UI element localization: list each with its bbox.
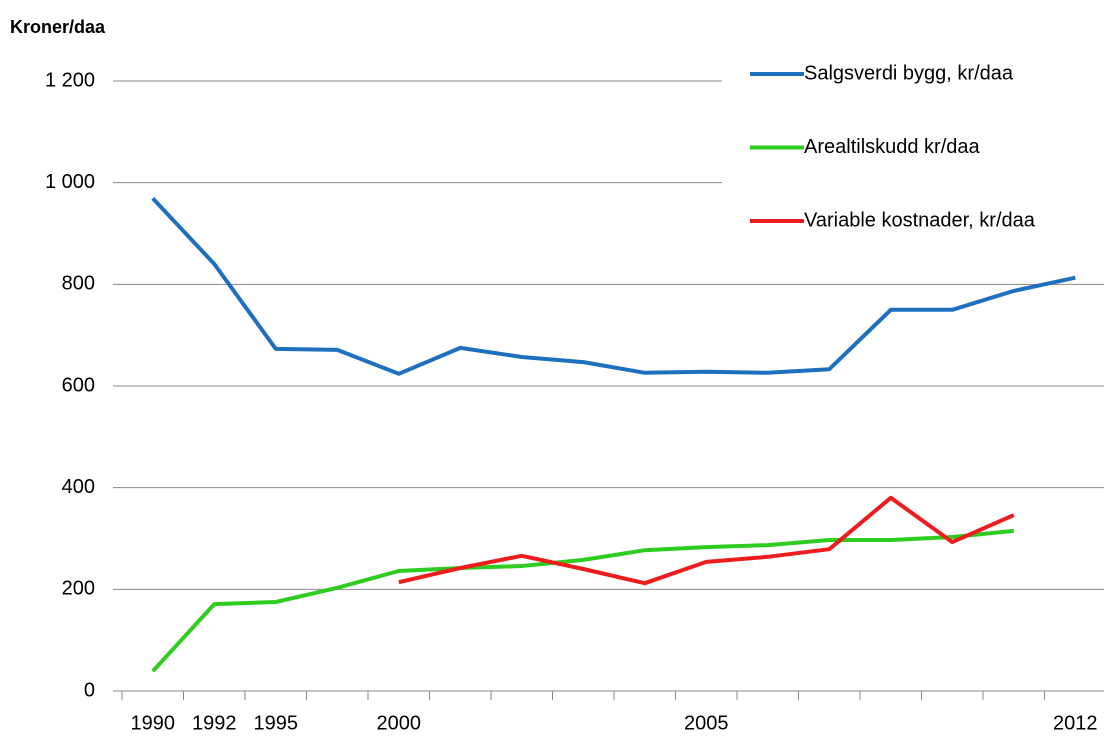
legend-label: Arealtilskudd kr/daa	[804, 136, 981, 158]
y-tick-label: 200	[62, 578, 95, 600]
x-tick-label: 2000	[377, 712, 422, 734]
y-tick-label: 1 000	[45, 171, 95, 193]
y-axis-label: Kroner/daa	[10, 17, 106, 37]
y-tick-label: 0	[84, 679, 95, 701]
x-tick-label: 1995	[254, 712, 299, 734]
legend-label: Salgsverdi bygg, kr/daa	[804, 62, 1014, 84]
y-tick-label: 600	[62, 374, 95, 396]
y-tick-label: 1 200	[45, 69, 95, 91]
series-line	[151, 528, 1014, 673]
legend-label: Variable kostnader, kr/daa	[804, 209, 1036, 231]
series-line	[398, 495, 1015, 586]
x-tick-label: 2005	[684, 712, 729, 734]
series-line	[151, 197, 1076, 376]
x-tick-label: 1992	[192, 712, 237, 734]
x-tick-label: 2012	[1053, 712, 1098, 734]
y-tick-label: 800	[62, 273, 95, 295]
x-tick-label: 1990	[131, 712, 176, 734]
y-tick-label: 400	[62, 476, 95, 498]
